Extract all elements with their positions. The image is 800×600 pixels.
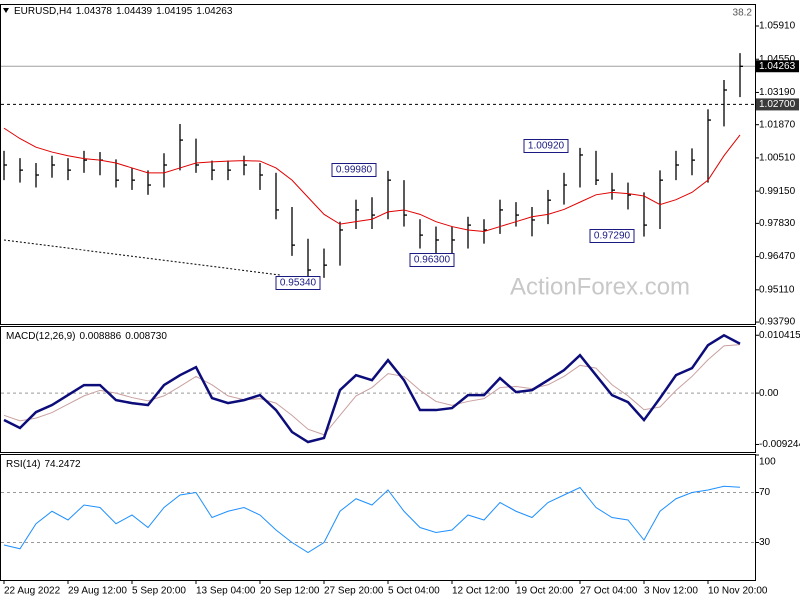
readout-value: 1.04263 (196, 6, 233, 17)
y-tick-label: 100 (759, 457, 776, 468)
readout-value: 0.008730 (125, 331, 167, 342)
rsi-pane (0, 454, 756, 581)
y-tick-label: 1.03190 (759, 87, 796, 98)
x-tick-label: 29 Aug 12:00 (68, 586, 127, 597)
level-label-box (756, 98, 799, 111)
price-annotation: 1.00920 (528, 141, 565, 152)
last-price-box (756, 60, 799, 73)
menu-arrow (3, 8, 9, 13)
moving-average (3, 127, 741, 232)
indicator-title: MACD(12,26,9) (6, 331, 75, 342)
price-annotation: 0.97290 (594, 231, 631, 242)
y-tick-label: 0.96470 (759, 251, 796, 262)
y-tick-label: 1.04550 (759, 54, 796, 65)
price-annotation-box (589, 229, 635, 243)
x-tick-label: 27 Sep 20:00 (324, 586, 384, 597)
y-tick-label: 1.00510 (759, 153, 796, 164)
readout-value: 74.2472 (44, 459, 81, 470)
indicator-title: RSI(14) (6, 459, 40, 470)
price-annotation-box (275, 276, 321, 290)
price-annotation-box (331, 163, 377, 177)
price-pane (0, 4, 756, 325)
x-tick-label: 3 Nov 12:00 (644, 586, 698, 597)
rsi-line (3, 485, 741, 554)
readout-value: 1.04439 (116, 6, 153, 17)
macd-signal (3, 344, 741, 436)
watermark: ActionForex.com (510, 273, 690, 300)
x-tick-label: 19 Oct 20:00 (516, 586, 574, 597)
macd-pane (0, 326, 756, 453)
x-tick-label: 5 Oct 04:00 (388, 586, 440, 597)
readout-value: 1.04195 (156, 6, 193, 17)
x-tick-label: 22 Aug 2022 (4, 586, 61, 597)
indicator-header: MACD(12,26,9) 0.008886 0.008730 (6, 331, 167, 342)
x-tick-label: 5 Sep 20:00 (132, 586, 186, 597)
y-tick-label: 0.99150 (759, 186, 796, 197)
y-tick-label: 1.01870 (759, 119, 796, 130)
indicator-header: RSI(14) 74.2472 (6, 459, 81, 470)
y-tick-label: 70 (759, 487, 771, 498)
y-tick-label: -0.009244 (759, 439, 800, 450)
price-annotation-box (409, 253, 455, 267)
readout-value: 0.008886 (79, 331, 121, 342)
y-tick-label: 0.97830 (759, 218, 796, 229)
y-tick-label: 30 (759, 537, 771, 548)
x-tick-label: 12 Oct 12:00 (452, 586, 510, 597)
level-label: 1.02700 (759, 99, 796, 110)
price-annotation: 0.99980 (336, 165, 373, 176)
price-annotation: 0.95340 (280, 278, 317, 289)
y-tick-label: 0.00 (759, 388, 779, 399)
indicator-header: EURUSD,H4 1.04378 1.04439 1.04195 1.04263 (14, 6, 233, 17)
macd-line (3, 333, 741, 444)
fib-label: 38.2 (733, 8, 753, 19)
indicator-title: EURUSD,H4 (14, 6, 72, 17)
readout-value: 1.04378 (76, 6, 113, 17)
y-tick-label: 0.93790 (759, 317, 796, 328)
y-tick-label: 0.95110 (759, 284, 795, 295)
y-tick-label: 1.05910 (759, 21, 796, 32)
x-tick-label: 27 Oct 04:00 (580, 586, 638, 597)
y-tick-label: 0.010415 (759, 330, 800, 341)
last-price-label: 1.04263 (759, 61, 796, 72)
x-tick-label: 10 Nov 20:00 (708, 586, 768, 597)
price-annotation: 0.96300 (414, 255, 451, 266)
x-tick-label: 13 Sep 04:00 (196, 586, 256, 597)
x-tick-label: 20 Sep 12:00 (260, 586, 320, 597)
price-annotation-box (523, 139, 569, 153)
